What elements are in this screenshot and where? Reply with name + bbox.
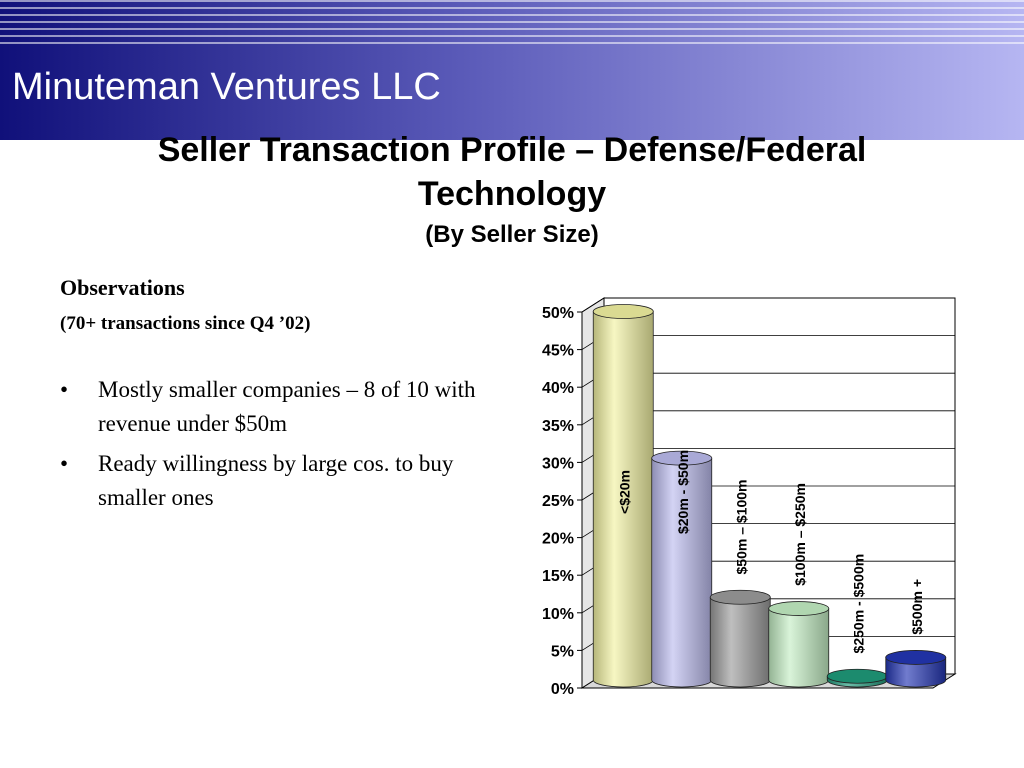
gridline bbox=[581, 297, 605, 313]
bullet-dot: • bbox=[60, 377, 69, 402]
title-line-1: Seller Transaction Profile – Defense/Fed… bbox=[157, 131, 867, 169]
observations-subheading: (70+ transactions since Q4 ’02) bbox=[60, 313, 311, 334]
bullet-text: Mostly smaller companies – 8 of 10 with … bbox=[98, 377, 476, 436]
bar-label-3: $100m – $250m bbox=[792, 483, 808, 586]
title-line-2: Technology bbox=[417, 175, 607, 213]
bar-label-4: $250m - $500m bbox=[850, 554, 866, 654]
company-name: Minuteman Ventures LLC bbox=[12, 66, 441, 108]
title-subtitle: (By Seller Size) bbox=[425, 221, 599, 248]
bar-top-2 bbox=[709, 589, 771, 605]
bullet-item: • Ready willingness by large cos. to buy … bbox=[60, 447, 488, 515]
bullet-text: Ready willingness by large cos. to buy s… bbox=[98, 451, 454, 510]
banner-stripes bbox=[0, 0, 1024, 48]
bar-label-1: $20m - $50m bbox=[675, 450, 691, 534]
y-tick-label: 10% bbox=[542, 606, 574, 623]
bar-top-4 bbox=[826, 668, 888, 684]
bar-top-1 bbox=[651, 450, 713, 466]
header-banner: Minuteman Ventures LLC bbox=[0, 0, 1024, 140]
bar-top-5 bbox=[885, 650, 947, 665]
bar-label-0: <$20m bbox=[616, 470, 632, 514]
bar-2 bbox=[709, 596, 771, 688]
y-tick-label: 20% bbox=[542, 531, 574, 548]
y-tick-label: 0% bbox=[551, 681, 574, 698]
bar-chart: 0% 5% 10% 15% 20% 25% 30% 35% 40% 45% 50% <$20m $20m… bbox=[542, 297, 957, 698]
y-tick-label: 25% bbox=[542, 493, 574, 510]
y-tick-label: 50% bbox=[542, 305, 574, 322]
y-tick-label: 40% bbox=[542, 380, 574, 397]
bullet-item: • Mostly smaller companies – 8 of 10 with… bbox=[60, 373, 488, 441]
bar-top-0 bbox=[592, 304, 654, 319]
y-tick-label: 5% bbox=[551, 643, 574, 660]
bar-5 bbox=[885, 657, 947, 688]
observations-panel: Observations (70+ transactions since Q4 … bbox=[60, 275, 480, 521]
bar-3 bbox=[768, 608, 830, 688]
y-tick-label: 30% bbox=[542, 455, 574, 472]
bullet-dot: • bbox=[60, 451, 69, 476]
bar-label-5: $500m + bbox=[909, 579, 925, 635]
bar-label-2: $50m – $100m bbox=[733, 480, 749, 575]
observations-list: • Mostly smaller companies – 8 of 10 with… bbox=[60, 373, 480, 515]
y-tick-label: 45% bbox=[542, 343, 574, 360]
y-tick-label: 35% bbox=[542, 418, 574, 435]
bar-top-3 bbox=[768, 601, 830, 616]
slide-title: Seller Transaction Profile – Defense/Fed… bbox=[0, 128, 1024, 250]
observations-heading: Observations bbox=[60, 275, 185, 300]
y-tick-label: 15% bbox=[542, 568, 574, 585]
